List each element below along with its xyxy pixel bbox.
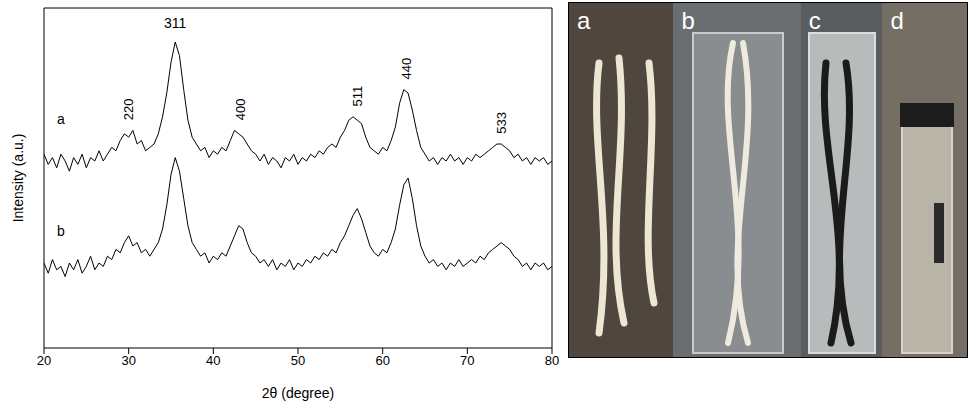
- svg-text:400: 400: [233, 98, 248, 120]
- svg-text:50: 50: [291, 353, 305, 368]
- html-text:d: d: [890, 7, 904, 34]
- svg-text:30: 30: [121, 353, 135, 368]
- svg-text:440: 440: [399, 58, 414, 80]
- svg-text:Intensity (a.u.): Intensity (a.u.): [10, 134, 26, 223]
- svg-text:b: b: [57, 223, 65, 239]
- svg-text:511: 511: [350, 86, 365, 107]
- svg-text:20: 20: [37, 353, 51, 368]
- svg-text:60: 60: [375, 353, 389, 368]
- html-text:b: b: [681, 7, 695, 34]
- svg-text:80: 80: [545, 353, 559, 368]
- svg-text:533: 533: [494, 112, 509, 134]
- svg-text:a: a: [57, 111, 65, 127]
- svg-text:70: 70: [460, 353, 474, 368]
- svg-text:311: 311: [164, 15, 187, 31]
- svg-text:220: 220: [121, 98, 136, 120]
- svg-text:40: 40: [206, 353, 220, 368]
- html-text:c: c: [808, 7, 821, 34]
- svg-text:2θ (degree): 2θ (degree): [262, 385, 334, 401]
- html-text:a: a: [577, 7, 591, 34]
